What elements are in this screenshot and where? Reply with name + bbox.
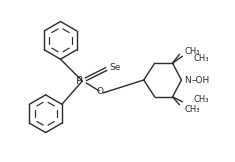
- Text: CH₃: CH₃: [193, 95, 209, 104]
- Text: CH₃: CH₃: [184, 105, 200, 114]
- Text: CH₃: CH₃: [184, 47, 200, 56]
- Text: O: O: [97, 87, 104, 96]
- Text: Se: Se: [109, 63, 121, 72]
- Text: CH₃: CH₃: [193, 54, 209, 63]
- Text: N: N: [184, 75, 191, 85]
- Text: P: P: [76, 76, 83, 86]
- Text: –OH: –OH: [191, 75, 210, 85]
